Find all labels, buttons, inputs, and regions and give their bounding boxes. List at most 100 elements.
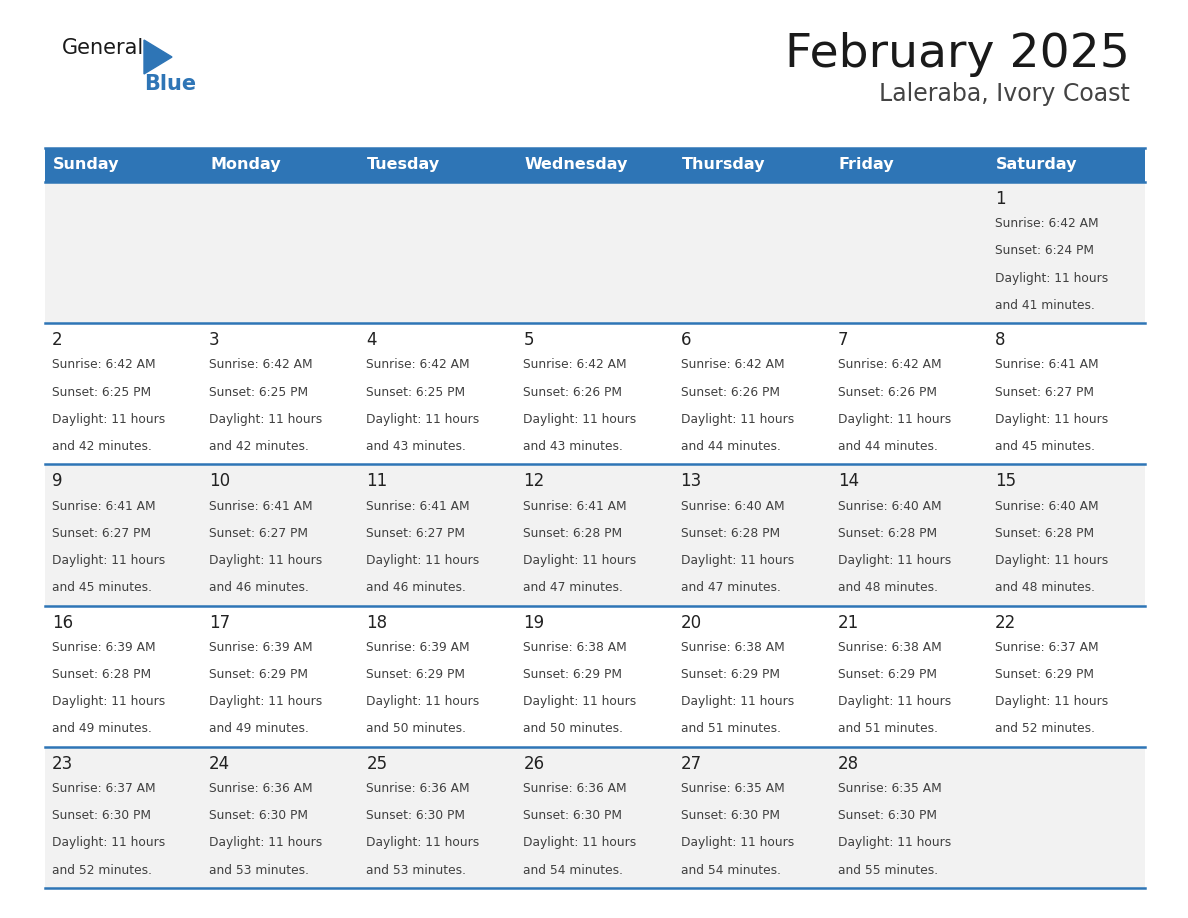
Text: Sunset: 6:30 PM: Sunset: 6:30 PM	[209, 809, 308, 823]
Text: 9: 9	[52, 473, 63, 490]
Text: and 46 minutes.: and 46 minutes.	[366, 581, 466, 594]
Text: Daylight: 11 hours: Daylight: 11 hours	[994, 554, 1108, 567]
Text: Daylight: 11 hours: Daylight: 11 hours	[681, 554, 794, 567]
Bar	[830, 465, 988, 606]
Text: and 46 minutes.: and 46 minutes.	[209, 581, 309, 594]
Text: Daylight: 11 hours: Daylight: 11 hours	[838, 413, 950, 426]
Text: Sunrise: 6:42 AM: Sunrise: 6:42 AM	[994, 218, 1099, 230]
Text: Daylight: 11 hours: Daylight: 11 hours	[366, 554, 480, 567]
Text: 28: 28	[838, 755, 859, 773]
Text: and 45 minutes.: and 45 minutes.	[52, 581, 152, 594]
Text: Daylight: 11 hours: Daylight: 11 hours	[52, 554, 165, 567]
Bar	[359, 182, 517, 323]
Text: 1: 1	[994, 190, 1005, 208]
Text: and 44 minutes.: and 44 minutes.	[681, 440, 781, 453]
Text: Sunrise: 6:40 AM: Sunrise: 6:40 AM	[681, 499, 784, 512]
Text: Daylight: 11 hours: Daylight: 11 hours	[366, 695, 480, 708]
Bar	[359, 465, 517, 606]
Text: and 48 minutes.: and 48 minutes.	[838, 581, 937, 594]
Text: 4: 4	[366, 331, 377, 349]
Text: Sunrise: 6:38 AM: Sunrise: 6:38 AM	[524, 641, 627, 654]
Bar	[830, 747, 988, 888]
Bar	[517, 182, 674, 323]
Text: Sunrise: 6:41 AM: Sunrise: 6:41 AM	[524, 499, 627, 512]
Text: Blue: Blue	[144, 74, 196, 94]
Text: Sunrise: 6:36 AM: Sunrise: 6:36 AM	[524, 782, 627, 795]
Text: Daylight: 11 hours: Daylight: 11 hours	[994, 272, 1108, 285]
Text: Sunrise: 6:38 AM: Sunrise: 6:38 AM	[838, 641, 941, 654]
Text: 16: 16	[52, 613, 74, 632]
Text: General: General	[62, 38, 144, 58]
Text: and 52 minutes.: and 52 minutes.	[994, 722, 1095, 735]
Bar	[45, 148, 202, 182]
Text: 7: 7	[838, 331, 848, 349]
Text: and 50 minutes.: and 50 minutes.	[366, 722, 466, 735]
Text: 25: 25	[366, 755, 387, 773]
Text: Wednesday: Wednesday	[524, 158, 627, 173]
Bar	[517, 148, 674, 182]
Text: Saturday: Saturday	[996, 158, 1078, 173]
Text: Sunrise: 6:36 AM: Sunrise: 6:36 AM	[209, 782, 312, 795]
Text: Laleraba, Ivory Coast: Laleraba, Ivory Coast	[879, 82, 1130, 106]
Bar	[830, 182, 988, 323]
Bar	[988, 747, 1145, 888]
Text: 12: 12	[524, 473, 544, 490]
Text: Daylight: 11 hours: Daylight: 11 hours	[524, 836, 637, 849]
Text: Sunset: 6:30 PM: Sunset: 6:30 PM	[366, 809, 466, 823]
Text: and 48 minutes.: and 48 minutes.	[994, 581, 1095, 594]
Bar	[45, 182, 202, 323]
Text: Sunset: 6:28 PM: Sunset: 6:28 PM	[52, 668, 151, 681]
Text: Sunrise: 6:41 AM: Sunrise: 6:41 AM	[52, 499, 156, 512]
Text: Sunset: 6:27 PM: Sunset: 6:27 PM	[994, 386, 1094, 398]
Text: Sunset: 6:28 PM: Sunset: 6:28 PM	[524, 527, 623, 540]
Text: 10: 10	[209, 473, 230, 490]
Text: 14: 14	[838, 473, 859, 490]
Text: Monday: Monday	[210, 158, 280, 173]
Text: Sunrise: 6:41 AM: Sunrise: 6:41 AM	[366, 499, 470, 512]
Bar	[202, 606, 359, 747]
Text: Daylight: 11 hours: Daylight: 11 hours	[209, 554, 322, 567]
Text: Daylight: 11 hours: Daylight: 11 hours	[209, 695, 322, 708]
Bar	[45, 606, 202, 747]
Text: Friday: Friday	[839, 158, 895, 173]
Text: 2: 2	[52, 331, 63, 349]
Text: Sunset: 6:29 PM: Sunset: 6:29 PM	[209, 668, 308, 681]
Text: Sunset: 6:30 PM: Sunset: 6:30 PM	[681, 809, 779, 823]
Text: Sunrise: 6:42 AM: Sunrise: 6:42 AM	[681, 358, 784, 372]
Text: 15: 15	[994, 473, 1016, 490]
Text: Sunrise: 6:42 AM: Sunrise: 6:42 AM	[524, 358, 627, 372]
Bar	[202, 747, 359, 888]
Text: Daylight: 11 hours: Daylight: 11 hours	[838, 836, 950, 849]
Bar	[359, 606, 517, 747]
Text: Sunset: 6:27 PM: Sunset: 6:27 PM	[209, 527, 308, 540]
Text: Sunrise: 6:38 AM: Sunrise: 6:38 AM	[681, 641, 784, 654]
Text: Daylight: 11 hours: Daylight: 11 hours	[524, 413, 637, 426]
Bar	[359, 323, 517, 465]
Text: Sunrise: 6:37 AM: Sunrise: 6:37 AM	[52, 782, 156, 795]
Text: and 54 minutes.: and 54 minutes.	[681, 864, 781, 877]
Text: Sunset: 6:29 PM: Sunset: 6:29 PM	[524, 668, 623, 681]
Text: and 45 minutes.: and 45 minutes.	[994, 440, 1095, 453]
Text: and 43 minutes.: and 43 minutes.	[366, 440, 466, 453]
Bar	[988, 148, 1145, 182]
Text: and 47 minutes.: and 47 minutes.	[524, 581, 624, 594]
Bar	[988, 323, 1145, 465]
Text: and 53 minutes.: and 53 minutes.	[366, 864, 466, 877]
Text: Sunset: 6:29 PM: Sunset: 6:29 PM	[838, 668, 936, 681]
Bar	[202, 323, 359, 465]
Text: Sunrise: 6:39 AM: Sunrise: 6:39 AM	[209, 641, 312, 654]
Text: Daylight: 11 hours: Daylight: 11 hours	[209, 413, 322, 426]
Text: 13: 13	[681, 473, 702, 490]
Bar	[45, 465, 202, 606]
Bar	[517, 465, 674, 606]
Text: Daylight: 11 hours: Daylight: 11 hours	[838, 695, 950, 708]
Text: Sunset: 6:30 PM: Sunset: 6:30 PM	[524, 809, 623, 823]
Text: Thursday: Thursday	[682, 158, 765, 173]
Text: Sunrise: 6:35 AM: Sunrise: 6:35 AM	[838, 782, 941, 795]
Text: 3: 3	[209, 331, 220, 349]
Text: and 51 minutes.: and 51 minutes.	[838, 722, 937, 735]
Text: February 2025: February 2025	[785, 32, 1130, 77]
Text: and 44 minutes.: and 44 minutes.	[838, 440, 937, 453]
Text: Daylight: 11 hours: Daylight: 11 hours	[52, 836, 165, 849]
Text: Sunday: Sunday	[53, 158, 120, 173]
